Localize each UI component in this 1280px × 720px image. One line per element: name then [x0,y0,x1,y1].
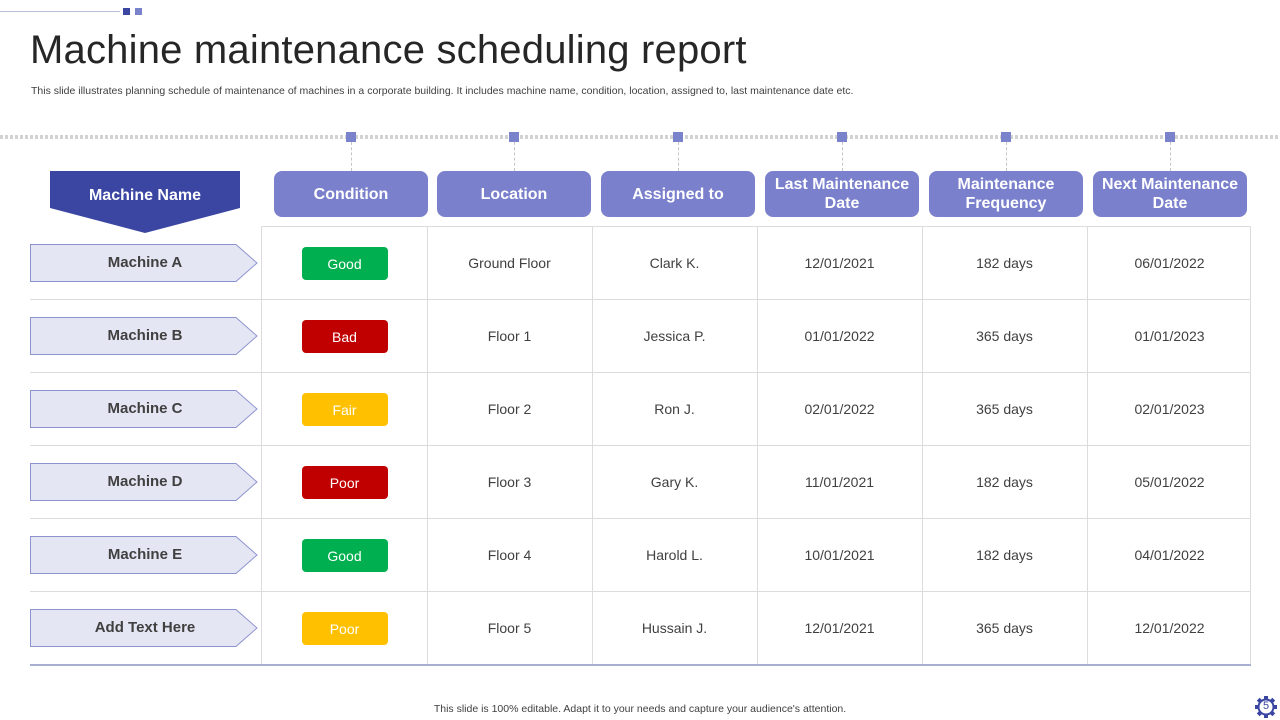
next-maintenance-date-cell: 04/01/2022 [1134,547,1205,563]
grid-row-divider [30,372,1251,373]
column-header-condition: Condition [274,171,428,217]
connector-line [1006,142,1007,171]
machine-name: Machine B [107,327,183,344]
location-cell: Floor 3 [487,474,532,490]
table-bottom-border [30,664,1251,666]
last-maintenance-date-cell: 12/01/2021 [804,620,875,636]
assigned-to-cell: Gary K. [650,474,699,490]
page-subtitle: This slide illustrates planning schedule… [31,85,854,97]
next-maintenance-date-cell: 02/01/2023 [1134,401,1205,417]
connector-line [1170,142,1171,171]
condition-badge: Bad [301,320,388,353]
top-decor-line [0,11,120,12]
machine-name: Machine C [107,400,183,417]
row-label-machine-c: Machine C [30,390,258,428]
connector-line [351,142,352,171]
row-arrow-shape [30,244,258,282]
last-maintenance-date-cell: 02/01/2022 [804,401,875,417]
connector-square [1001,132,1011,142]
location-cell: Ground Floor [468,255,551,271]
maintenance-frequency-cell: 182 days [976,255,1033,271]
grid-row-divider [30,591,1251,592]
row-label-machine-a: Machine A [30,244,258,282]
dashed-divider [0,135,1280,139]
connector-square [1165,132,1175,142]
location-cell: Floor 1 [487,328,532,344]
row-arrow-shape [30,609,258,647]
assigned-to-cell: Ron J. [654,401,695,417]
machine-name-header-label: Machine Name [88,187,202,204]
row-label-machine-d: Machine D [30,463,258,501]
condition-badge: Poor [301,466,388,499]
condition-badge: Good [301,539,388,572]
column-header-assigned-to: Assigned to [601,171,755,217]
connector-square [346,132,356,142]
condition-badge: Good [301,247,388,280]
grid-row-divider [30,299,1251,300]
row-arrow-shape [30,463,258,501]
next-maintenance-date-cell: 05/01/2022 [1134,474,1205,490]
column-header-next-maintenance-date: Next Maintenance Date [1093,171,1247,217]
next-maintenance-date-cell: 06/01/2022 [1134,255,1205,271]
machine-name: Machine E [107,546,183,563]
row-label-machine-e: Machine E [30,536,258,574]
connector-line [842,142,843,171]
next-maintenance-date-cell: 01/01/2023 [1134,328,1205,344]
connector-square [673,132,683,142]
condition-badge: Fair [301,393,388,426]
maintenance-frequency-cell: 365 days [976,620,1033,636]
machine-name: Machine A [107,254,183,271]
condition-badge: Poor [301,612,388,645]
machine-name-header: Machine Name [50,171,240,233]
connector-square [509,132,519,142]
assigned-to-cell: Clark K. [649,255,700,271]
machine-name: Add Text Here [94,619,196,636]
connector-line [678,142,679,171]
row-arrow-shape [30,536,258,574]
connector-square [837,132,847,142]
last-maintenance-date-cell: 01/01/2022 [804,328,875,344]
location-cell: Floor 2 [487,401,532,417]
next-maintenance-date-cell: 12/01/2022 [1134,620,1205,636]
machine-name: Machine D [107,473,183,490]
row-arrow-shape [30,390,258,428]
maintenance-frequency-cell: 365 days [976,401,1033,417]
last-maintenance-date-cell: 12/01/2021 [804,255,875,271]
column-header-maintenance-frequency: Maintenance Frequency [929,171,1083,217]
last-maintenance-date-cell: 10/01/2021 [804,547,875,563]
footer-note: This slide is 100% editable. Adapt it to… [433,703,847,715]
location-cell: Floor 4 [487,547,532,563]
decor-square-dark [123,8,130,15]
maintenance-frequency-cell: 182 days [976,474,1033,490]
location-cell: Floor 5 [487,620,532,636]
connector-line [514,142,515,171]
assigned-to-cell: Hussain J. [641,620,708,636]
header-pentagon-shape [50,171,240,233]
row-label-add-text-here: Add Text Here [30,609,258,647]
maintenance-frequency-cell: 182 days [976,547,1033,563]
column-header-location: Location [437,171,591,217]
gear-icon [1255,696,1277,718]
last-maintenance-date-cell: 11/01/2021 [804,474,875,490]
assigned-to-cell: Harold L. [646,547,703,563]
grid-row-divider [30,518,1251,519]
page-number: 5 [1262,700,1270,712]
grid-row-divider [30,445,1251,446]
assigned-to-cell: Jessica P. [643,328,706,344]
maintenance-frequency-cell: 365 days [976,328,1033,344]
decor-square-light [135,8,142,15]
page-title: Machine maintenance scheduling report [30,28,747,72]
page-number-badge: 5 [1254,695,1278,719]
row-arrow-shape [30,317,258,355]
column-header-last-maintenance-date: Last Maintenance Date [765,171,919,217]
row-label-machine-b: Machine B [30,317,258,355]
